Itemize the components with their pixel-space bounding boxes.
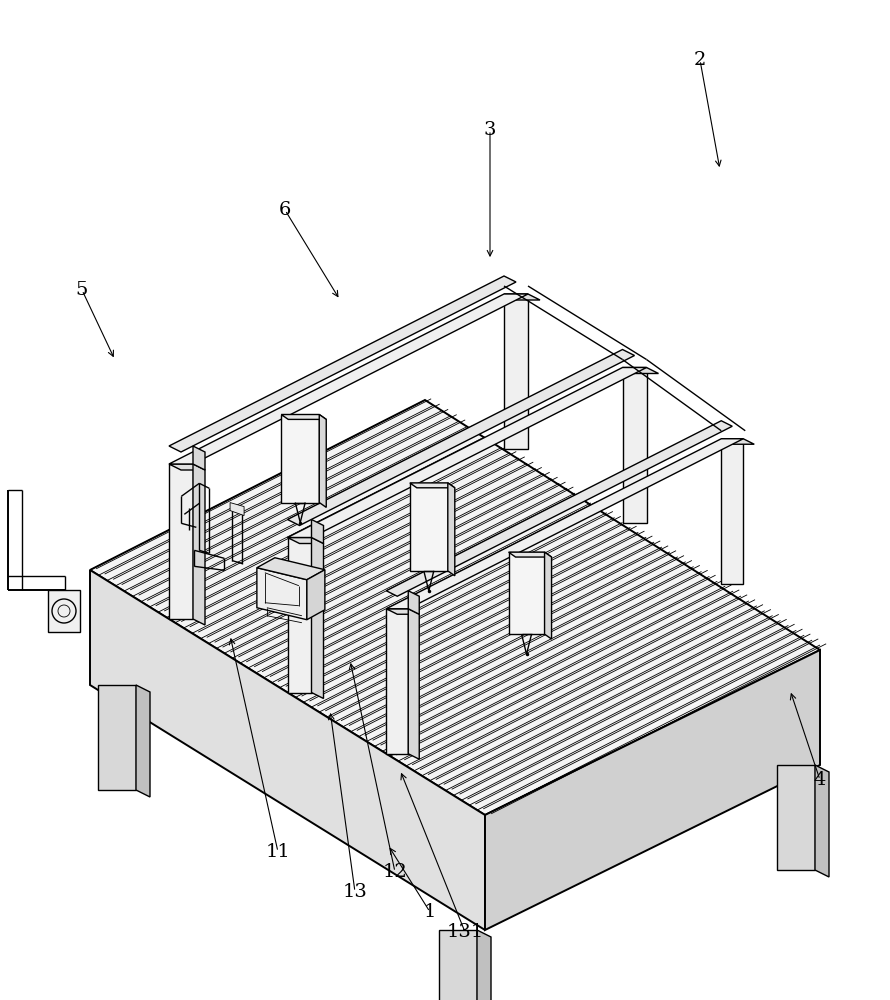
Polygon shape (721, 439, 743, 584)
Polygon shape (312, 538, 323, 698)
Polygon shape (48, 590, 80, 632)
Polygon shape (545, 552, 552, 639)
Polygon shape (386, 609, 419, 614)
Polygon shape (281, 414, 327, 419)
Polygon shape (448, 483, 455, 576)
Polygon shape (193, 464, 205, 625)
Polygon shape (193, 446, 205, 470)
Polygon shape (777, 765, 815, 870)
Polygon shape (169, 464, 205, 470)
Polygon shape (439, 930, 477, 1000)
Polygon shape (312, 520, 323, 544)
Polygon shape (622, 367, 659, 373)
Polygon shape (409, 483, 455, 488)
Polygon shape (257, 568, 307, 620)
Polygon shape (98, 685, 136, 790)
Text: 11: 11 (265, 843, 290, 861)
Polygon shape (386, 439, 743, 609)
Polygon shape (386, 421, 732, 596)
Text: 6: 6 (279, 201, 291, 219)
Text: 4: 4 (813, 771, 826, 789)
Polygon shape (409, 609, 419, 759)
Polygon shape (477, 930, 491, 1000)
Polygon shape (409, 591, 419, 614)
Polygon shape (409, 483, 448, 571)
Text: 1: 1 (424, 903, 436, 921)
Polygon shape (386, 609, 409, 754)
Polygon shape (395, 515, 433, 620)
Polygon shape (622, 367, 646, 522)
Polygon shape (307, 570, 325, 620)
Polygon shape (485, 650, 820, 930)
Polygon shape (169, 294, 528, 464)
Polygon shape (281, 414, 320, 502)
Polygon shape (287, 350, 635, 526)
Polygon shape (169, 464, 193, 619)
Polygon shape (504, 294, 540, 300)
Text: 5: 5 (76, 281, 88, 299)
Polygon shape (504, 294, 528, 449)
Polygon shape (508, 552, 545, 634)
Polygon shape (287, 367, 646, 538)
Polygon shape (320, 414, 327, 507)
Polygon shape (231, 503, 244, 516)
Polygon shape (169, 276, 516, 452)
Text: 131: 131 (447, 923, 483, 941)
Polygon shape (287, 538, 312, 692)
Polygon shape (508, 552, 552, 557)
Polygon shape (721, 439, 754, 444)
Polygon shape (90, 400, 820, 815)
Text: 13: 13 (343, 883, 368, 901)
Polygon shape (287, 538, 323, 544)
Polygon shape (257, 558, 325, 580)
Polygon shape (136, 685, 150, 797)
Polygon shape (815, 765, 829, 877)
Text: 2: 2 (694, 51, 706, 69)
Polygon shape (90, 570, 485, 930)
Text: 12: 12 (383, 863, 408, 881)
Text: 3: 3 (484, 121, 497, 139)
